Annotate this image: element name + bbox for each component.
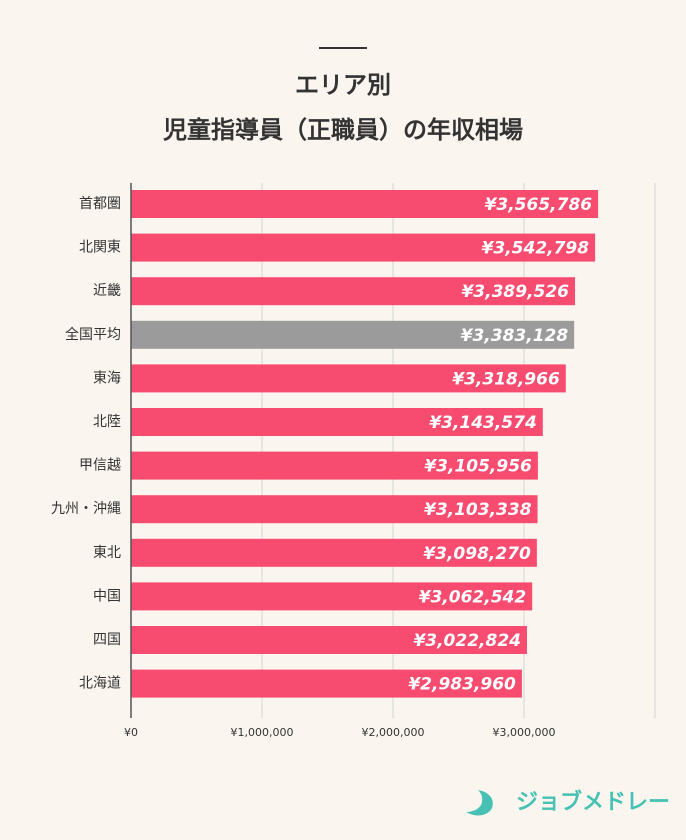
value-label: ¥3,062,542 — [419, 587, 527, 607]
y-tick-label: 北関東 — [79, 240, 121, 256]
value-label: ¥3,098,270 — [423, 544, 531, 564]
brand-logo: ジョブメドレー — [466, 789, 670, 816]
y-tick-label: 首都圏 — [79, 196, 121, 212]
chart-title: 児童指導員（正職員）の年収相場 — [163, 116, 523, 144]
value-label: ¥3,389,526 — [461, 282, 569, 302]
y-tick-label: 九州・沖縄 — [51, 501, 121, 517]
y-tick-label: 中国 — [93, 588, 121, 604]
brand-icon — [466, 790, 493, 816]
bar — [131, 626, 527, 654]
brand-name: ジョブメドレー — [516, 789, 670, 815]
value-label: ¥3,103,338 — [424, 500, 532, 520]
value-label: ¥3,143,574 — [429, 413, 537, 433]
y-tick-label: 北海道 — [79, 676, 121, 692]
value-label: ¥3,105,956 — [424, 457, 532, 477]
y-tick-label: 四国 — [93, 632, 121, 648]
x-tick-label: ¥1,000,000 — [231, 726, 294, 739]
bar — [131, 190, 599, 218]
bar — [131, 233, 596, 262]
chart-title: エリア別 — [295, 71, 391, 99]
x-tick-label: ¥2,000,000 — [362, 726, 425, 739]
bar — [131, 451, 538, 480]
x-tick-label: ¥0 — [124, 726, 138, 739]
y-tick-label: 近畿 — [93, 283, 121, 299]
y-tick-label: 東北 — [93, 545, 121, 561]
value-label: ¥3,383,128 — [461, 326, 569, 346]
value-label: ¥3,542,798 — [482, 239, 590, 259]
bar — [131, 669, 522, 698]
bar — [131, 320, 575, 349]
y-tick-label: 全国平均 — [65, 326, 121, 343]
y-tick-label: 東海 — [93, 370, 121, 386]
bar — [131, 495, 538, 524]
value-label: ¥2,983,960 — [408, 675, 516, 695]
value-label: ¥3,565,786 — [485, 195, 593, 215]
bar — [131, 364, 566, 393]
value-label: ¥3,318,966 — [452, 369, 560, 389]
bar — [131, 277, 576, 306]
x-tick-label: ¥3,000,000 — [493, 726, 556, 739]
value-label: ¥3,022,824 — [413, 631, 521, 651]
bar — [131, 408, 543, 436]
y-tick-label: 北陸 — [93, 414, 121, 430]
bar — [131, 538, 537, 567]
bar — [131, 582, 533, 611]
y-tick-label: 甲信越 — [79, 458, 121, 474]
